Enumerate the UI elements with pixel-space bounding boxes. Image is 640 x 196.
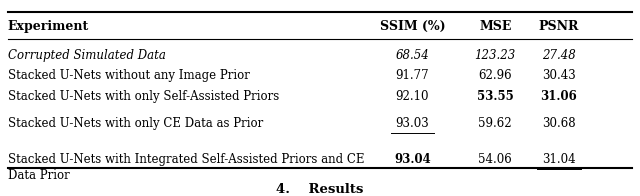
Text: Stacked U-Nets with only CE Data as Prior: Stacked U-Nets with only CE Data as Prio… xyxy=(8,117,263,130)
Text: Experiment: Experiment xyxy=(8,20,89,33)
Text: Stacked U-Nets with only Self-Assisted Priors: Stacked U-Nets with only Self-Assisted P… xyxy=(8,90,279,103)
Text: 93.04: 93.04 xyxy=(394,153,431,166)
Text: 31.06: 31.06 xyxy=(541,90,577,103)
Text: Corrupted Simulated Data: Corrupted Simulated Data xyxy=(8,49,166,62)
Text: 30.68: 30.68 xyxy=(542,117,576,130)
Text: 4.    Results: 4. Results xyxy=(276,183,364,196)
Text: 54.06: 54.06 xyxy=(478,153,512,166)
Text: 123.23: 123.23 xyxy=(475,49,516,62)
Text: MSE: MSE xyxy=(479,20,511,33)
Text: Stacked U-Nets with Integrated Self-Assisted Priors and CE
Data Prior: Stacked U-Nets with Integrated Self-Assi… xyxy=(8,153,364,182)
Text: 91.77: 91.77 xyxy=(396,70,429,83)
Text: 59.62: 59.62 xyxy=(479,117,512,130)
Text: 62.96: 62.96 xyxy=(479,70,512,83)
Text: Stacked U-Nets without any Image Prior: Stacked U-Nets without any Image Prior xyxy=(8,70,250,83)
Text: 68.54: 68.54 xyxy=(396,49,429,62)
Text: 30.43: 30.43 xyxy=(542,70,576,83)
Text: 93.03: 93.03 xyxy=(396,117,429,130)
Text: 31.04: 31.04 xyxy=(542,153,576,166)
Text: PSNR: PSNR xyxy=(539,20,579,33)
Text: 27.48: 27.48 xyxy=(542,49,576,62)
Text: 92.10: 92.10 xyxy=(396,90,429,103)
Text: 53.55: 53.55 xyxy=(477,90,514,103)
Text: SSIM (%): SSIM (%) xyxy=(380,20,445,33)
